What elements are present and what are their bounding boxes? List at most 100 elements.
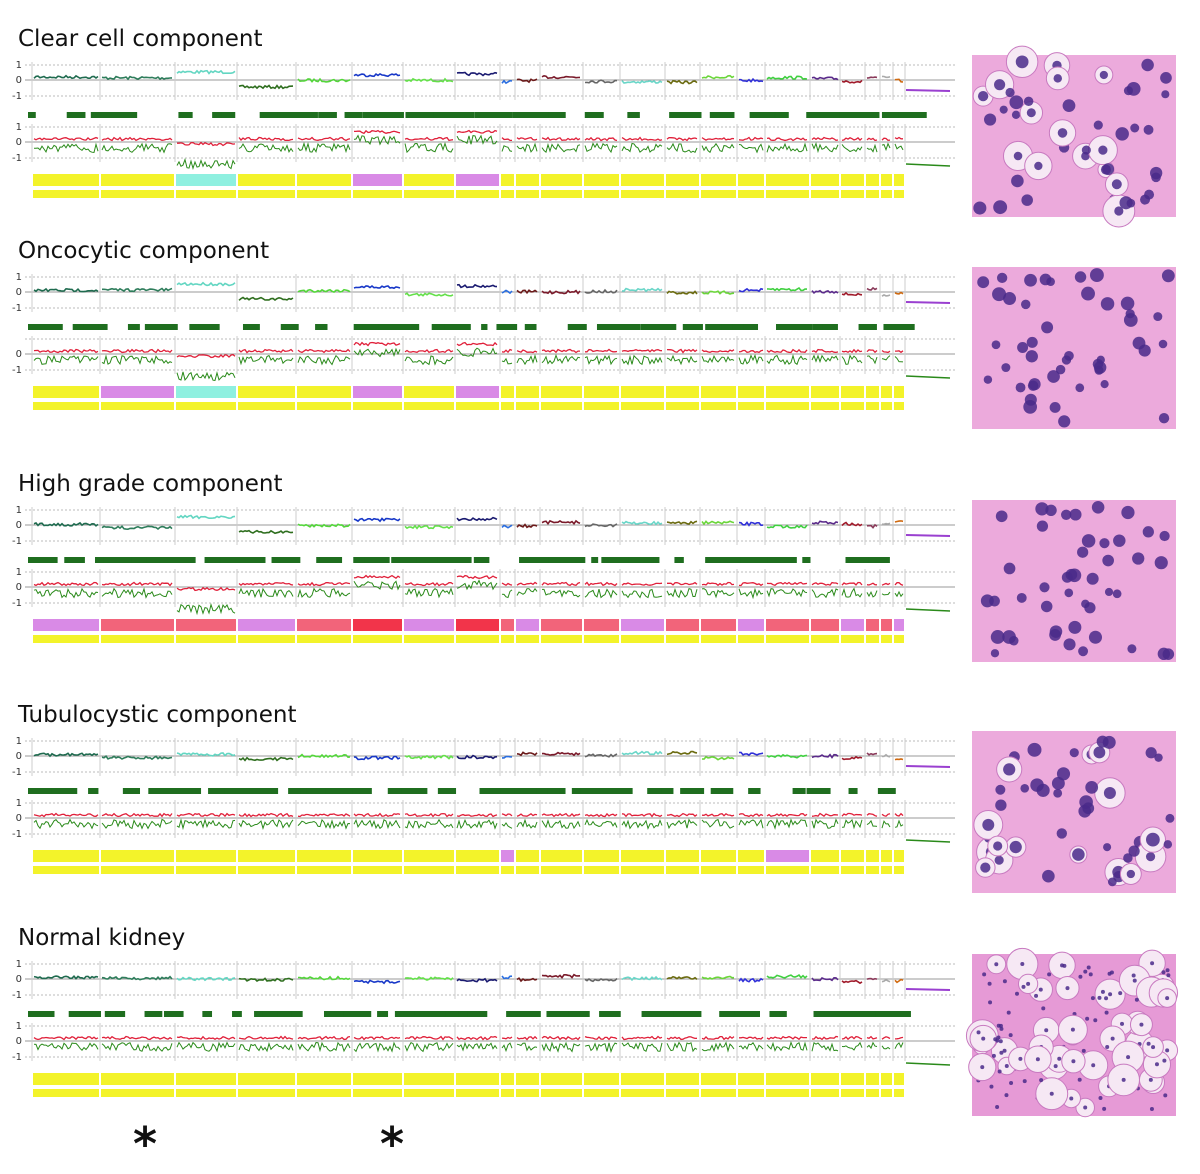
logr-line [404, 348, 454, 354]
state-bar [866, 190, 879, 198]
state-bar [701, 866, 736, 874]
nucleus [1009, 95, 1024, 110]
histology-image [972, 500, 1176, 662]
snp-bar [422, 1011, 469, 1017]
baf-line [701, 588, 735, 599]
state-bar [238, 1073, 295, 1085]
state-bar [841, 866, 864, 874]
state-bar [404, 619, 454, 631]
state-bar [353, 635, 402, 643]
nucleus [1069, 748, 1079, 758]
state-bar [766, 174, 809, 186]
snp-bar [323, 1011, 356, 1017]
state-bar [516, 386, 539, 398]
nucleus [1009, 840, 1022, 854]
segment-line [866, 286, 878, 291]
segment-line [297, 753, 351, 759]
state-bar [866, 635, 879, 643]
snp-bar [467, 1011, 488, 1017]
nucleus [1057, 128, 1068, 138]
axis-tick-label: -1 [12, 990, 22, 1001]
nucleus [1018, 1056, 1023, 1061]
state-bar [501, 635, 514, 643]
axis-tick-label: 0 [16, 813, 22, 824]
logr-line [176, 1035, 236, 1040]
nucleus [1142, 526, 1154, 538]
baf-line [33, 1042, 99, 1051]
snp-bar [514, 788, 551, 794]
nucleus [984, 113, 997, 126]
nucleus [1139, 1022, 1144, 1027]
state-bar [404, 1089, 454, 1097]
segment-line [905, 301, 951, 304]
nucleus [1083, 1105, 1088, 1110]
nucleus [1004, 1064, 1009, 1069]
segment-line [841, 291, 863, 297]
nucleus [995, 799, 1007, 811]
nucleus [983, 375, 993, 384]
logr-line [501, 348, 513, 354]
state-bar [621, 866, 664, 874]
snp-bar [661, 788, 672, 794]
state-bar [33, 190, 99, 198]
axis-tick-label: 1 [16, 959, 22, 970]
baf-line [404, 818, 454, 829]
baf-line [404, 587, 454, 599]
baf-line [297, 587, 351, 598]
state-bar [456, 850, 499, 862]
nucleus [1088, 630, 1103, 644]
state-bar [238, 866, 295, 874]
snp-bar [444, 324, 471, 330]
baf-line [866, 1041, 878, 1050]
state-bar [501, 619, 514, 631]
baf-line [353, 347, 401, 358]
nucleus [1166, 973, 1171, 978]
baf-line [666, 818, 698, 830]
baf-line [101, 354, 173, 366]
state-bar [866, 1089, 879, 1097]
nucleus [1024, 393, 1037, 406]
baf-line [501, 357, 513, 365]
nucleus [1039, 1078, 1044, 1083]
snp-bar [391, 557, 431, 563]
logr-line [353, 341, 401, 347]
snp-bar [605, 788, 633, 794]
baf-line [176, 1041, 236, 1053]
state-bar [176, 386, 236, 398]
segment-line [238, 296, 294, 301]
state-bar [404, 1073, 454, 1085]
state-bar [881, 1089, 892, 1097]
baf-line [176, 818, 236, 831]
segment-line [584, 753, 618, 758]
state-bar [584, 635, 619, 643]
baf-line [701, 1041, 735, 1053]
snp-bar [682, 324, 703, 330]
baf-line [905, 163, 951, 167]
nucleus [1020, 299, 1031, 310]
segment-line [456, 283, 498, 289]
logr-line [33, 136, 99, 141]
snp-bar [802, 557, 811, 563]
nucleus [989, 1084, 994, 1089]
nucleus [1041, 1006, 1046, 1011]
state-bar [238, 850, 295, 862]
snp-bar [362, 112, 404, 118]
snp-bar [858, 324, 877, 330]
baf-line [894, 590, 904, 598]
state-bar [881, 619, 892, 631]
logr-line [238, 348, 294, 354]
nucleus [1049, 625, 1063, 638]
nucleus [1146, 832, 1160, 847]
snp-bar [641, 1011, 683, 1017]
nucleus [999, 105, 1008, 114]
nucleus [1123, 86, 1133, 96]
state-bar [297, 190, 351, 198]
nucleus [1093, 746, 1106, 759]
baf-line [404, 1042, 454, 1053]
nucleus [1165, 1048, 1170, 1053]
logr-line [456, 1035, 498, 1041]
snp-bar [473, 557, 490, 563]
histology-image [972, 731, 1176, 893]
logr-line [404, 581, 454, 587]
segment-line [516, 78, 538, 84]
